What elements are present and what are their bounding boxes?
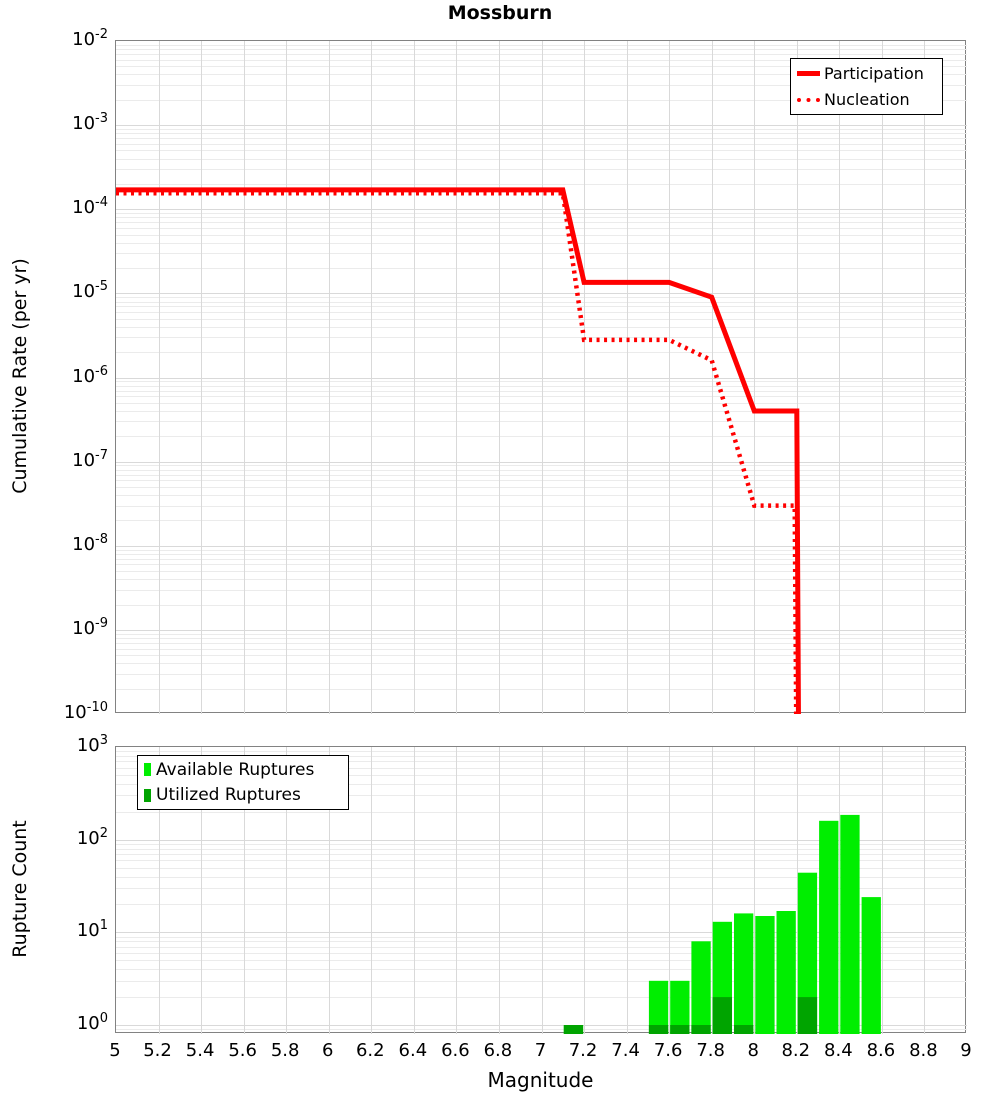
utilized-bar [691,1025,711,1034]
count-y-tick: 103 [76,733,108,756]
rate-y-tick: 10-2 [72,27,108,50]
available-bar [670,980,690,1034]
nucleation-line-sample [797,97,820,102]
utilized-bar [670,1025,690,1034]
utilized-bar [734,1025,754,1034]
x-tick: 6.4 [398,1040,428,1061]
count-y-tick: 102 [76,825,108,849]
available-bar [840,814,860,1034]
count-legend: Available Ruptures Utilized Ruptures [137,755,349,810]
utilized-bar [712,997,732,1034]
x-tick: 7.4 [611,1040,640,1061]
rate-y-tick: 10-8 [72,531,108,555]
legend-label: Available Ruptures [156,759,315,780]
available-bar [776,911,796,1034]
x-tick: 7 [534,1040,547,1061]
available-bar [755,916,775,1034]
available-bar [861,897,881,1034]
legend-item-participation: Participation [797,62,936,86]
chart-title: Mossburn [447,2,553,24]
count-y-tick: 101 [76,918,108,942]
rate-y-tick: 10-5 [72,279,108,303]
legend-label: Nucleation [824,90,910,109]
utilized-bar [648,1025,669,1034]
utilized-bar [797,997,818,1034]
count-plot-canvas [116,747,967,1034]
x-tick: 6.8 [483,1040,513,1061]
legend-label: Utilized Ruptures [156,785,301,806]
x-tick: 6.2 [355,1040,385,1061]
x-tick: 7.2 [568,1040,598,1061]
available-bar [734,913,754,1034]
x-tick: 5.8 [270,1040,300,1061]
rate-legend: Participation Nucleation [790,58,943,115]
x-axis-label: Magnitude [487,1068,594,1092]
legend-item-nucleation: Nucleation [797,88,936,112]
x-tick: 5.2 [143,1040,172,1061]
legend-item-available: Available Ruptures [144,758,342,782]
legend-label: Participation [824,64,924,83]
rate-y-tick: 10-9 [72,615,108,639]
x-tick: 6.6 [441,1040,470,1061]
available-bar [648,980,669,1034]
x-tick: 5.4 [185,1040,215,1061]
x-tick: 8.8 [909,1040,938,1061]
utilized-bar [563,1025,584,1034]
count-y-tick: 100 [76,1011,108,1035]
available-ruptures-swatch [144,763,151,777]
x-tick: 5.6 [228,1040,257,1061]
legend-item-utilized: Utilized Ruptures [144,784,342,808]
rate-y-tick: 10-6 [72,363,108,387]
available-bar [819,820,839,1034]
rate-y-tick: 10-7 [72,447,108,471]
x-tick: 9 [960,1040,972,1061]
x-tick: 7.6 [653,1040,683,1061]
x-tick: 5 [109,1040,121,1061]
rate-plot-canvas [116,41,967,714]
x-tick: 7.8 [696,1040,725,1061]
x-tick: 8.2 [781,1040,811,1061]
x-tick: 8 [747,1040,759,1061]
count-plot-area [115,746,967,1034]
rate-y-tick: 10-4 [72,195,108,219]
x-tick: 6 [322,1040,334,1061]
available-bar [691,941,711,1034]
rate-y-tick: 10-10 [63,700,108,723]
rate-y-tick: 10-3 [72,111,108,135]
available-bar [797,872,818,1034]
x-tick: 8.6 [866,1040,896,1061]
participation-line-sample [797,71,820,76]
x-tick: 8.4 [824,1040,853,1061]
rate-plot-area [115,40,967,714]
utilized-ruptures-swatch [144,788,151,802]
